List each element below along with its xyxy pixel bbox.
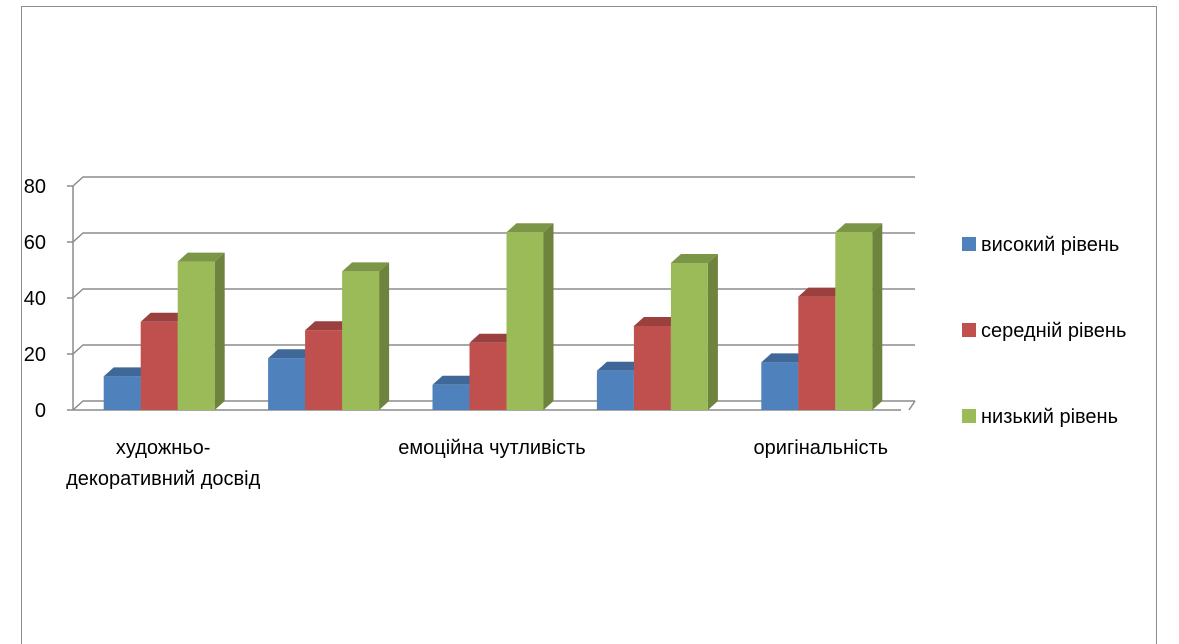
bar (761, 362, 799, 410)
legend-label: середній рівень (981, 320, 1126, 342)
bar-top (506, 223, 554, 233)
bar-top (268, 349, 316, 359)
bar (506, 232, 544, 410)
bar-top (140, 312, 188, 322)
bar-side (379, 262, 390, 410)
bar-top (835, 223, 883, 233)
bar-top (432, 375, 480, 385)
y-tick-label: 40 (24, 288, 46, 310)
y-tick-label: 0 (35, 400, 46, 422)
bar-top (103, 367, 151, 377)
bar (177, 261, 215, 410)
bar-top (177, 252, 225, 262)
legend-swatch (962, 409, 976, 423)
bar (633, 326, 671, 410)
bar-top (469, 333, 517, 343)
bar-side (543, 223, 554, 410)
bar (596, 370, 634, 410)
legend-swatch (962, 323, 976, 337)
x-category-label: емоційна чутливість (398, 437, 585, 459)
x-category-label: декоративний досвід (66, 468, 260, 490)
y-tick-label: 60 (24, 232, 46, 254)
bar-top (305, 321, 353, 331)
legend-label: високий рівень (981, 234, 1119, 256)
bar (835, 232, 873, 410)
bar (469, 342, 507, 410)
bar-top (633, 317, 681, 326)
legend-swatch (962, 237, 976, 251)
y-tick-label: 20 (24, 344, 46, 366)
bar (670, 263, 708, 410)
bar-top (798, 287, 846, 297)
x-category-label: оригінальність (754, 437, 888, 459)
bar-side (214, 252, 225, 410)
bar (798, 296, 836, 410)
y-tick-label: 80 (24, 176, 46, 198)
bar-side (872, 223, 883, 410)
legend-label: низький рівень (981, 406, 1118, 428)
bar-top (761, 353, 809, 363)
x-category-label: художньо- (116, 437, 211, 459)
gridline (72, 176, 915, 187)
bar-top (596, 361, 644, 371)
x-axis-depth-line (908, 400, 916, 411)
bar (140, 321, 178, 410)
gridline (72, 288, 915, 299)
bar-side (707, 254, 718, 410)
bar (432, 384, 470, 410)
gridline (72, 232, 915, 243)
bar (305, 330, 343, 410)
bar (268, 358, 306, 410)
bar-top (670, 254, 718, 263)
bar (342, 271, 380, 410)
bar-top (342, 262, 390, 272)
bar (103, 376, 141, 410)
